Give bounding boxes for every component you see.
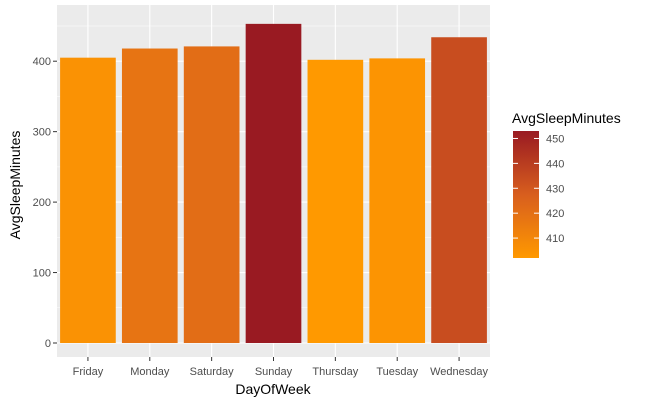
y-tick-label: 400 — [33, 56, 51, 68]
x-tick-label: Friday — [73, 366, 104, 378]
x-tick-label: Monday — [130, 366, 170, 378]
legend-tick-label: 420 — [546, 208, 564, 220]
x-axis-ticks: Friday Monday Saturday Sunday Thursday Tuesda… — [73, 357, 489, 378]
x-tick-label: Thursday — [312, 366, 358, 378]
y-tick-label: 200 — [33, 197, 51, 209]
bar-tuesday — [369, 58, 426, 344]
y-tick-label: 300 — [33, 127, 51, 139]
bar-monday — [121, 48, 178, 343]
y-axis-ticks: 0 100 200 300 400 — [33, 56, 57, 350]
y-tick-label: 100 — [33, 268, 51, 280]
legend-tick-label: 450 — [546, 133, 564, 145]
legend-title: AvgSleepMinutes — [512, 110, 621, 126]
bar-sunday — [245, 23, 302, 343]
y-tick-label: 0 — [45, 338, 51, 350]
legend-colorbar — [513, 131, 539, 258]
bar-friday — [60, 57, 116, 344]
legend: AvgSleepMinutes 410 420 430 440 450 — [512, 110, 621, 258]
legend-ticks: 410 420 430 440 450 — [513, 133, 564, 245]
x-axis-title: DayOfWeek — [235, 381, 311, 397]
legend-tick-label: 430 — [546, 183, 564, 195]
bars — [60, 23, 487, 344]
bar-thursday — [307, 59, 364, 343]
x-tick-label: Tuesday — [376, 366, 418, 378]
bar-wednesday — [431, 37, 487, 343]
x-tick-label: Saturday — [190, 366, 235, 378]
legend-tick-label: 440 — [546, 158, 564, 170]
x-tick-label: Sunday — [255, 366, 293, 378]
legend-tick-label: 410 — [546, 233, 564, 245]
bar-saturday — [183, 46, 240, 344]
y-axis-title: AvgSleepMinutes — [7, 131, 23, 240]
x-tick-label: Wednesday — [430, 366, 488, 378]
